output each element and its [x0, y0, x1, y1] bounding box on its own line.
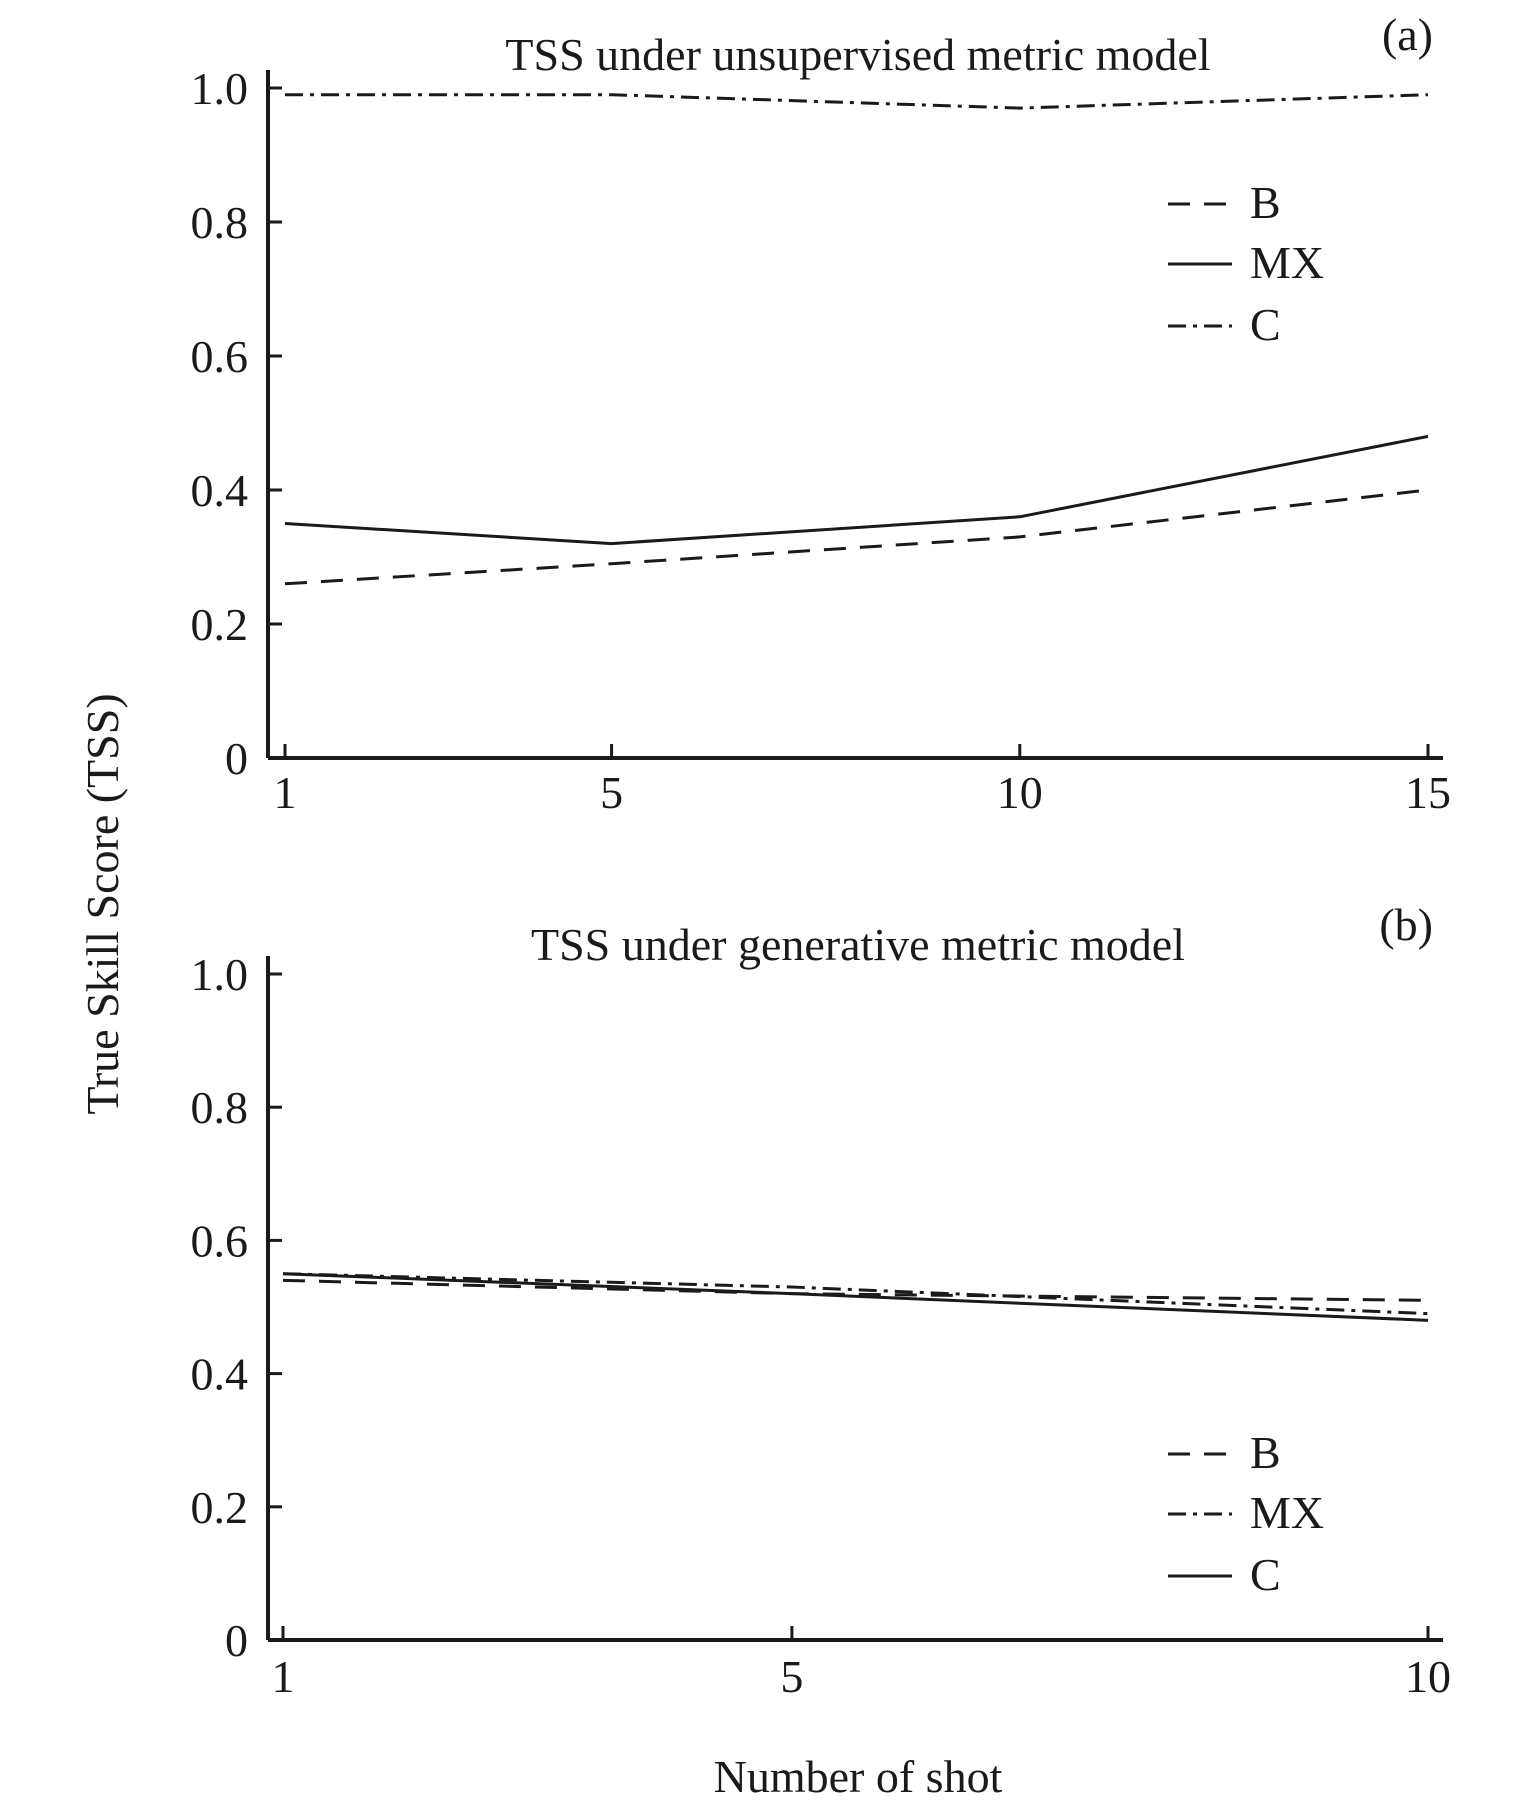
- panel-b-ticks: 0 0.2 0.4 0.6 0.8 1.0 1 5 10: [191, 949, 1452, 1702]
- y-tick-label: 0.2: [191, 599, 249, 650]
- y-tick-label: 0.4: [191, 465, 249, 516]
- series-line-c: [285, 93, 1429, 110]
- y-axis-title: True Skill Score (TSS): [77, 693, 128, 1114]
- x-tick-label: 10: [997, 767, 1043, 818]
- y-tick-label: 0.6: [191, 331, 249, 382]
- panel-b-label: (b): [1379, 899, 1433, 950]
- panel-a-chart: TSS under unsupervised metric model (a) …: [191, 9, 1452, 818]
- legend-label-b: B: [1250, 1427, 1281, 1478]
- series-line-mx: [282, 1272, 1429, 1316]
- y-tick-label: 1.0: [191, 949, 249, 1000]
- legend-label-b: B: [1250, 177, 1281, 228]
- panel-a-title: TSS under unsupervised metric model: [505, 29, 1210, 80]
- panel-a-axes: [266, 70, 1443, 760]
- x-tick-label: 1: [274, 767, 297, 818]
- panel-b-axes: [266, 956, 1443, 1642]
- y-tick-label: 0.8: [191, 197, 249, 248]
- panel-a-ticks: 00.20.40.60.81.01 5 10 15: [191, 63, 1452, 818]
- panel-b-series: [282, 1272, 1429, 1322]
- panel-a-label: (a): [1382, 9, 1433, 60]
- legend-label-mx: MX: [1250, 237, 1324, 288]
- panel-b-title: TSS under generative metric model: [531, 919, 1185, 970]
- x-tick-label: 10: [1405, 1651, 1451, 1702]
- y-tick-label: 1.0: [191, 63, 249, 114]
- x-tick-label: 5: [780, 1651, 803, 1702]
- x-tick-label: 15: [1405, 767, 1451, 818]
- y-tick-label: 0.4: [191, 1349, 249, 1400]
- y-tick-label: 0.6: [191, 1215, 249, 1266]
- y-tick-label: 0.8: [191, 1082, 249, 1133]
- panel-a-series: [284, 93, 1429, 586]
- x-tick-label: 5: [600, 767, 623, 818]
- legend-label-mx: MX: [1250, 1487, 1324, 1538]
- legend-label-c: C: [1250, 299, 1281, 350]
- panel-a-legend: B MX C: [1168, 177, 1324, 350]
- panel-b-legend: B MX C: [1168, 1427, 1324, 1600]
- x-tick-label: 1: [272, 1651, 295, 1702]
- series-line-b: [284, 488, 1429, 586]
- y-tick-label: 0: [225, 1615, 248, 1666]
- x-axis-title: Number of shot: [714, 1751, 1003, 1802]
- legend-label-c: C: [1250, 1549, 1281, 1600]
- series-line-c: [282, 1272, 1429, 1322]
- panel-b-chart: TSS under generative metric model (b) 00…: [191, 899, 1452, 1702]
- series-line-mx: [284, 434, 1429, 546]
- y-tick-label: 0.2: [191, 1482, 249, 1533]
- y-tick-label: 0: [225, 733, 248, 784]
